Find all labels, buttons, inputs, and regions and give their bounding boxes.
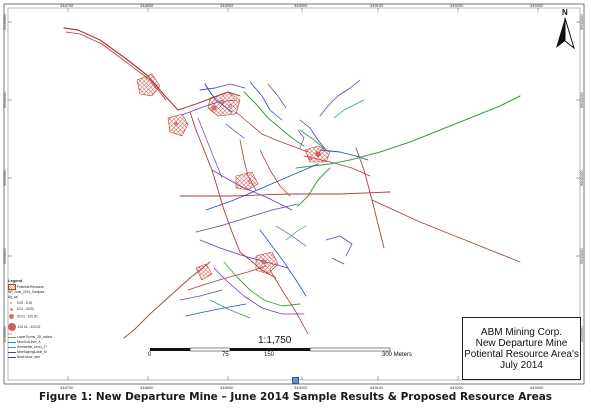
grid-label: 349100	[370, 385, 384, 390]
grid-label: 5600000	[2, 248, 7, 264]
legend-item: Ag_val	[8, 295, 18, 299]
line-icon	[8, 341, 16, 343]
figure-caption: Figure 1: New Departure Mine – June 2014…	[38, 391, 553, 403]
grid-label: 349000	[294, 3, 308, 8]
grid-label: 349200	[450, 385, 464, 390]
grid-label: 349300	[530, 385, 544, 390]
circle-symbol-icon	[9, 314, 14, 319]
scale-tick-label: 75	[222, 352, 229, 358]
legend-item: 5.01 - 30.00	[8, 307, 34, 311]
grid-label: 5600300	[2, 14, 7, 30]
grid-label: 348900	[220, 385, 234, 390]
drift-southwest	[123, 261, 211, 339]
grid-labels-right: 5600300 5600200 5600100 5600000 5599900	[579, 14, 584, 342]
access-drift-northwest	[63, 27, 179, 111]
grid-label: 349200	[450, 3, 464, 8]
grid-label: 349300	[530, 3, 544, 8]
sample-point	[219, 99, 225, 105]
grid-label: 5599900	[579, 326, 584, 342]
sample-point	[173, 121, 178, 126]
green-drift-east	[295, 95, 521, 169]
title-block: ABM Mining Corp. New Departure Mine Poti…	[462, 317, 581, 380]
grid-labels-bottom: 348700 348800 348900 349000 349100 34920…	[60, 385, 544, 390]
sample-point	[315, 151, 321, 157]
grid-label: 5600200	[579, 92, 584, 108]
legend: Legend Potential Resource NR_June_2014_S…	[8, 275, 70, 373]
legend-item: 30.01 - 100.00	[8, 314, 37, 319]
grid-label: 5600100	[579, 170, 584, 186]
grid-label: 5599900	[2, 326, 7, 342]
legend-item: Hornwelde_Level_17	[8, 345, 47, 349]
scale-tick-label: 300 Meters	[382, 352, 413, 358]
page-marker-icon[interactable]	[292, 377, 299, 384]
legend-item: LowerTunnel_2D_outline	[8, 335, 52, 339]
scale-ratio: 1:1,750	[258, 335, 292, 346]
grid-label: 348800	[140, 3, 154, 8]
sample-point	[261, 259, 267, 265]
legend-item: NewHouse_wire	[8, 355, 40, 359]
resource-area-south	[255, 251, 279, 275]
drift-east-horizontal	[179, 191, 391, 197]
grid-label: 348900	[220, 3, 234, 8]
title-line: New Departure Mine	[475, 337, 568, 349]
sample-points	[173, 99, 321, 265]
grid-label: 5600000	[579, 248, 584, 264]
line-icon	[8, 356, 16, 358]
grid-ticks-left	[8, 21, 12, 335]
north-arrow-icon	[552, 8, 578, 56]
scale-tick-label: 0	[148, 352, 152, 358]
north-arrow-label: N	[562, 8, 568, 17]
grid-label: 5600200	[2, 92, 7, 108]
grid-label: 349100	[370, 3, 384, 8]
sample-point	[308, 155, 313, 160]
resource-area-north-central	[207, 91, 241, 117]
grid-labels-left: 5600300 5600200 5600100 5600000 5599900	[2, 14, 7, 342]
grid-label: 349000	[294, 385, 308, 390]
legend-item: 100.01 - 423.00	[8, 323, 40, 331]
sample-point	[228, 104, 232, 108]
mine-workings	[63, 27, 521, 339]
grid-label: 348700	[60, 3, 74, 8]
scale-tick-label: 150	[264, 352, 275, 358]
circle-symbol-icon	[10, 302, 12, 305]
legend-item: Potential Resource	[8, 284, 44, 290]
grid-labels-top: 348700 348800 348900 349000 349100 34920…	[60, 3, 544, 8]
grid-label: 5600100	[2, 170, 7, 186]
circle-symbol-icon	[8, 323, 16, 331]
legend-item: 0.00 - 5.00	[8, 301, 32, 305]
grid-label: 348700	[60, 385, 74, 390]
legend-title: Legend	[8, 278, 23, 283]
legend-item: MineSigningLabel_M	[8, 350, 47, 354]
grid-label: 5600300	[579, 14, 584, 30]
grid-ticks-top	[67, 8, 539, 12]
title-line: July 2014	[500, 359, 543, 371]
resource-area-central	[235, 171, 259, 191]
legend-item: MineOutLevel_A	[8, 340, 40, 344]
resource-area-southwest	[195, 263, 213, 281]
sample-point	[248, 180, 252, 184]
title-line: Potiental Resource Area's	[464, 348, 579, 360]
drift-southeast	[371, 199, 521, 263]
legend-item: NR_June_2014_Samples	[8, 290, 45, 294]
drift-south	[269, 269, 309, 335]
resource-area-w	[167, 113, 189, 137]
scale-bar	[150, 347, 391, 352]
resource-area-nw	[136, 73, 161, 97]
grid-ticks-bottom	[67, 376, 539, 380]
title-line: ABM Mining Corp.	[480, 326, 563, 338]
grid-label: 348800	[140, 385, 154, 390]
sample-point	[211, 105, 217, 111]
circle-symbol-icon	[10, 307, 13, 311]
line-icon	[8, 346, 16, 348]
line-icon	[8, 336, 16, 338]
line-icon	[8, 351, 16, 353]
